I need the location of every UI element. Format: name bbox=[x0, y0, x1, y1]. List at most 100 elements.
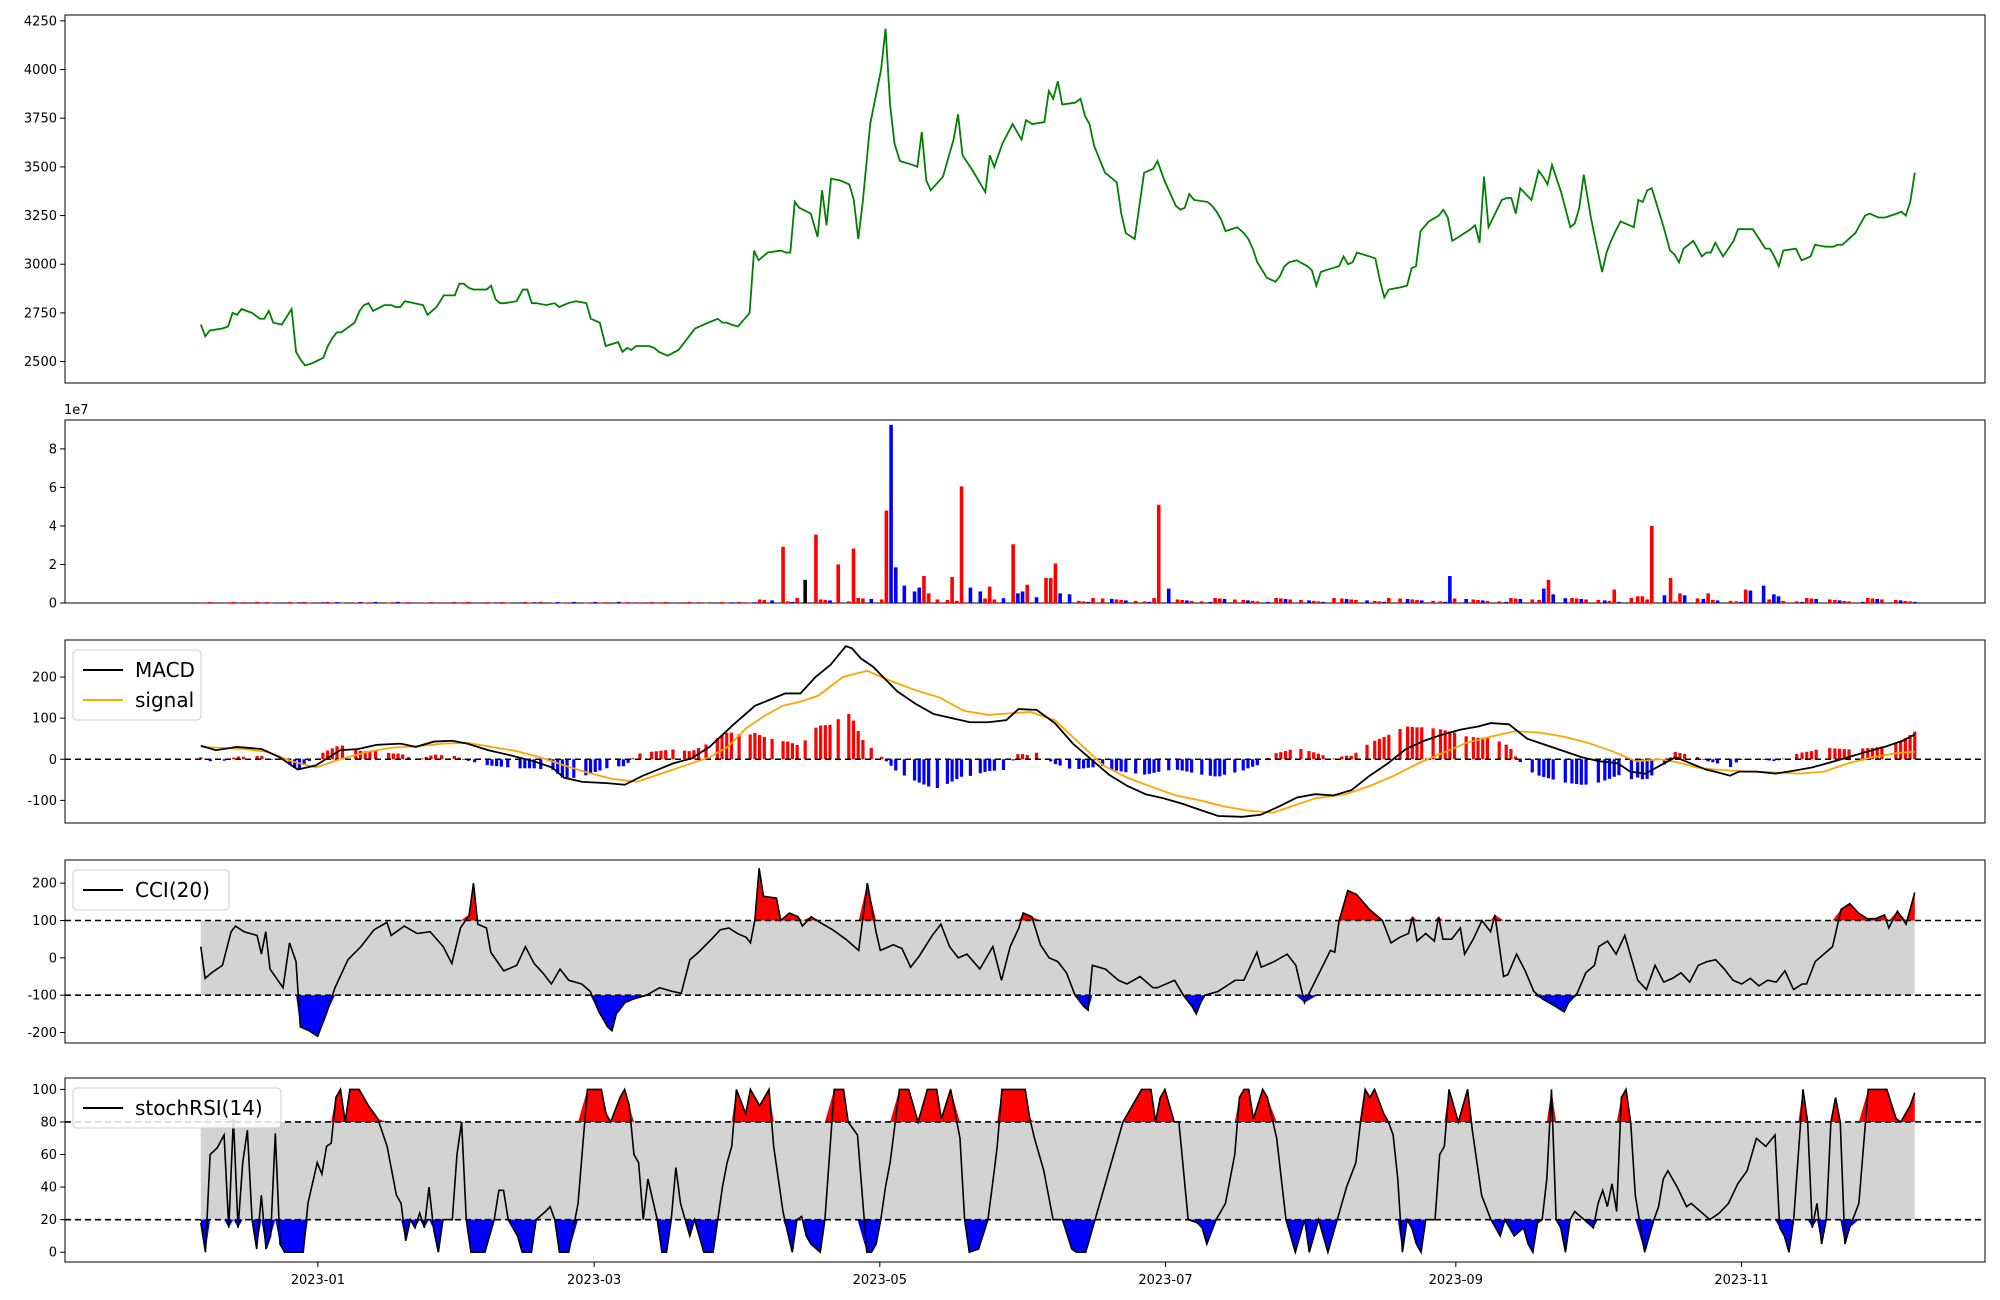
macd-histogram-bar bbox=[1838, 748, 1842, 760]
macd-histogram-bar bbox=[1734, 759, 1738, 763]
volume-bar bbox=[893, 567, 898, 603]
volume-bar bbox=[1410, 599, 1415, 603]
macd-histogram-bar bbox=[1537, 759, 1541, 776]
macd-histogram-bar bbox=[1711, 759, 1715, 763]
volume-bar bbox=[1382, 601, 1386, 603]
volume-bar bbox=[1044, 577, 1048, 603]
volume-bar bbox=[851, 548, 856, 603]
volume-bar bbox=[1504, 601, 1509, 603]
volume-bar bbox=[1574, 598, 1579, 603]
macd-histogram-bar bbox=[1448, 731, 1452, 760]
volume-bar bbox=[1058, 593, 1062, 603]
volume-bar bbox=[406, 602, 411, 603]
volume-bar bbox=[1860, 601, 1865, 603]
volume-bar bbox=[1377, 601, 1382, 603]
macd-histogram-bar bbox=[1332, 758, 1336, 760]
volume-bar bbox=[302, 601, 306, 603]
volume-bar bbox=[505, 602, 510, 604]
cci-legend-label: CCI(20) bbox=[135, 878, 210, 902]
volume-bar bbox=[1640, 596, 1645, 603]
macd-histogram-bar bbox=[748, 734, 752, 760]
macd-histogram-bar bbox=[1114, 759, 1119, 771]
volume-bar bbox=[856, 597, 861, 603]
volume-bar bbox=[494, 602, 499, 604]
macd-histogram-bar bbox=[1443, 730, 1447, 760]
volume-bar bbox=[1776, 596, 1781, 603]
macd-histogram-bar bbox=[950, 759, 954, 782]
macd-histogram-bar bbox=[1053, 759, 1058, 765]
macd-histogram-bar bbox=[715, 738, 719, 760]
macd-histogram-bar bbox=[687, 751, 691, 760]
volume-bar bbox=[419, 602, 424, 604]
volume-bar bbox=[297, 602, 302, 603]
volume-bar bbox=[396, 601, 400, 603]
macd-histogram-bar bbox=[236, 756, 240, 760]
volume-bar bbox=[945, 599, 950, 603]
macd-histogram-bar bbox=[851, 720, 856, 760]
volume-bar bbox=[292, 602, 297, 604]
macd-histogram-bar bbox=[1481, 737, 1485, 760]
macd-histogram-bar bbox=[1316, 753, 1320, 760]
macd-histogram-bar bbox=[1762, 759, 1766, 760]
macd-histogram-bar bbox=[836, 719, 840, 760]
volume-bar bbox=[1166, 588, 1171, 603]
price-series-line bbox=[199, 28, 1916, 367]
x-tick-label: 2023-01 bbox=[291, 1273, 345, 1288]
macd-histogram-bar bbox=[968, 759, 973, 776]
macd-histogram-bar bbox=[255, 756, 259, 760]
volume-bar bbox=[457, 602, 461, 604]
macd-histogram-bar bbox=[401, 754, 405, 760]
volume-bar bbox=[598, 602, 602, 604]
macd-histogram-bar bbox=[758, 734, 762, 760]
volume-bar bbox=[1274, 597, 1278, 603]
volume-bar bbox=[1266, 601, 1270, 603]
macd-histogram-bar bbox=[1312, 752, 1316, 760]
volume-bar bbox=[1837, 600, 1842, 603]
volume-bar bbox=[1067, 594, 1072, 603]
macd-histogram-bar bbox=[473, 759, 477, 763]
macd-histogram-bar bbox=[1246, 759, 1250, 769]
macd-histogram-bar bbox=[440, 755, 444, 760]
volume-bar bbox=[795, 597, 799, 603]
volume-bar bbox=[1199, 601, 1204, 603]
macd-histogram-bar bbox=[330, 748, 334, 760]
macd-histogram-bar bbox=[1645, 759, 1649, 779]
macd-histogram-bar bbox=[222, 759, 226, 761]
macd-histogram-bar bbox=[1077, 759, 1081, 769]
macd-histogram-bar bbox=[1251, 759, 1255, 767]
volume-bar bbox=[1020, 591, 1025, 603]
macd-histogram-bar bbox=[819, 725, 823, 760]
macd-histogram-bar bbox=[654, 751, 658, 760]
volume-bar bbox=[638, 602, 642, 604]
macd-histogram-bar bbox=[1233, 759, 1237, 773]
macd-histogram-bar bbox=[1894, 743, 1898, 760]
macd-histogram-bar bbox=[861, 739, 865, 760]
macd-histogram-bar bbox=[1701, 759, 1706, 760]
macd-histogram-bar bbox=[532, 759, 536, 769]
volume-bar bbox=[737, 601, 741, 603]
macd-histogram-bar bbox=[391, 753, 395, 760]
macd-histogram-bar bbox=[1167, 759, 1171, 771]
volume-bar bbox=[1316, 601, 1321, 603]
macd-histogram-bar bbox=[988, 759, 992, 771]
volume-bar bbox=[1025, 584, 1030, 603]
volume-bar bbox=[1365, 600, 1369, 603]
volume-ytick-label: 0 bbox=[49, 597, 57, 612]
volume-bar bbox=[1715, 600, 1720, 603]
volume-bar bbox=[1570, 597, 1574, 603]
volume-bar bbox=[264, 602, 269, 603]
macd-histogram-bar bbox=[1563, 759, 1567, 783]
volume-bar bbox=[1354, 599, 1358, 603]
macd-histogram-bar bbox=[1913, 731, 1917, 760]
macd-histogram-bar bbox=[1579, 759, 1583, 785]
volume-bar bbox=[729, 602, 734, 603]
macd-histogram-bar bbox=[288, 759, 292, 766]
volume-bar bbox=[621, 602, 626, 604]
price-axes-frame bbox=[64, 14, 1986, 384]
macd-histogram-bar bbox=[424, 756, 428, 760]
macd-histogram-bar bbox=[1082, 759, 1086, 769]
stochrsi-ytick-label: 100 bbox=[32, 1083, 57, 1098]
price-ytick-label: 3250 bbox=[24, 209, 57, 224]
volume-bar bbox=[1443, 601, 1447, 603]
volume-bar bbox=[368, 602, 372, 603]
